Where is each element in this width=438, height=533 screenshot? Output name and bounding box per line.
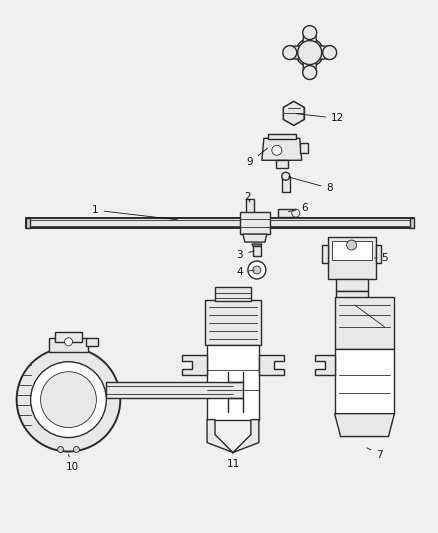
Text: 3: 3 xyxy=(237,250,254,260)
Polygon shape xyxy=(25,218,30,228)
Bar xyxy=(282,176,290,192)
Circle shape xyxy=(253,266,261,274)
Text: 1: 1 xyxy=(92,205,177,220)
Text: 10: 10 xyxy=(66,455,79,472)
Polygon shape xyxy=(303,30,317,47)
Circle shape xyxy=(303,26,317,39)
Text: 11: 11 xyxy=(226,453,240,470)
Bar xyxy=(321,245,328,263)
Polygon shape xyxy=(314,46,332,60)
Text: 12: 12 xyxy=(297,114,344,123)
Circle shape xyxy=(303,66,317,79)
Polygon shape xyxy=(182,355,207,375)
Bar xyxy=(278,209,296,217)
Text: 2: 2 xyxy=(244,192,251,202)
Text: 4: 4 xyxy=(237,267,254,277)
Bar xyxy=(240,212,270,234)
Circle shape xyxy=(298,41,321,64)
Circle shape xyxy=(323,46,337,60)
Polygon shape xyxy=(314,355,335,375)
Bar xyxy=(336,291,367,299)
Circle shape xyxy=(283,46,297,60)
Bar xyxy=(205,300,261,345)
Bar xyxy=(215,287,251,301)
Bar xyxy=(25,218,414,228)
Polygon shape xyxy=(335,414,395,437)
Text: 5: 5 xyxy=(374,253,388,263)
Bar xyxy=(54,332,82,342)
Bar xyxy=(335,297,395,349)
Circle shape xyxy=(248,261,266,279)
Circle shape xyxy=(296,38,324,67)
Polygon shape xyxy=(300,143,308,154)
Circle shape xyxy=(272,146,282,155)
Circle shape xyxy=(57,447,64,453)
Polygon shape xyxy=(233,419,259,453)
Circle shape xyxy=(292,209,300,217)
Bar xyxy=(207,345,259,419)
Polygon shape xyxy=(410,218,414,228)
Polygon shape xyxy=(243,234,267,242)
Bar xyxy=(253,246,261,256)
Bar xyxy=(332,241,371,260)
Polygon shape xyxy=(259,355,284,375)
Circle shape xyxy=(17,348,120,451)
Bar xyxy=(246,199,254,213)
Circle shape xyxy=(282,172,290,180)
Text: 6: 6 xyxy=(289,203,308,213)
Circle shape xyxy=(74,447,79,453)
Polygon shape xyxy=(283,101,304,125)
Bar xyxy=(268,134,296,139)
Circle shape xyxy=(31,362,106,438)
Polygon shape xyxy=(207,419,233,453)
Bar xyxy=(328,237,375,279)
Bar xyxy=(49,338,88,352)
Polygon shape xyxy=(252,244,262,246)
Bar xyxy=(375,245,381,263)
Circle shape xyxy=(64,338,72,346)
Polygon shape xyxy=(262,139,302,160)
Polygon shape xyxy=(288,46,305,60)
Text: 8: 8 xyxy=(289,177,333,193)
Bar xyxy=(106,382,243,398)
Bar xyxy=(336,279,367,291)
Bar xyxy=(335,349,395,414)
Circle shape xyxy=(41,372,96,427)
Bar xyxy=(276,160,288,168)
Polygon shape xyxy=(303,58,317,75)
Text: 9: 9 xyxy=(247,148,268,167)
Bar xyxy=(86,338,99,346)
Text: 7: 7 xyxy=(367,448,383,459)
Circle shape xyxy=(346,240,357,250)
